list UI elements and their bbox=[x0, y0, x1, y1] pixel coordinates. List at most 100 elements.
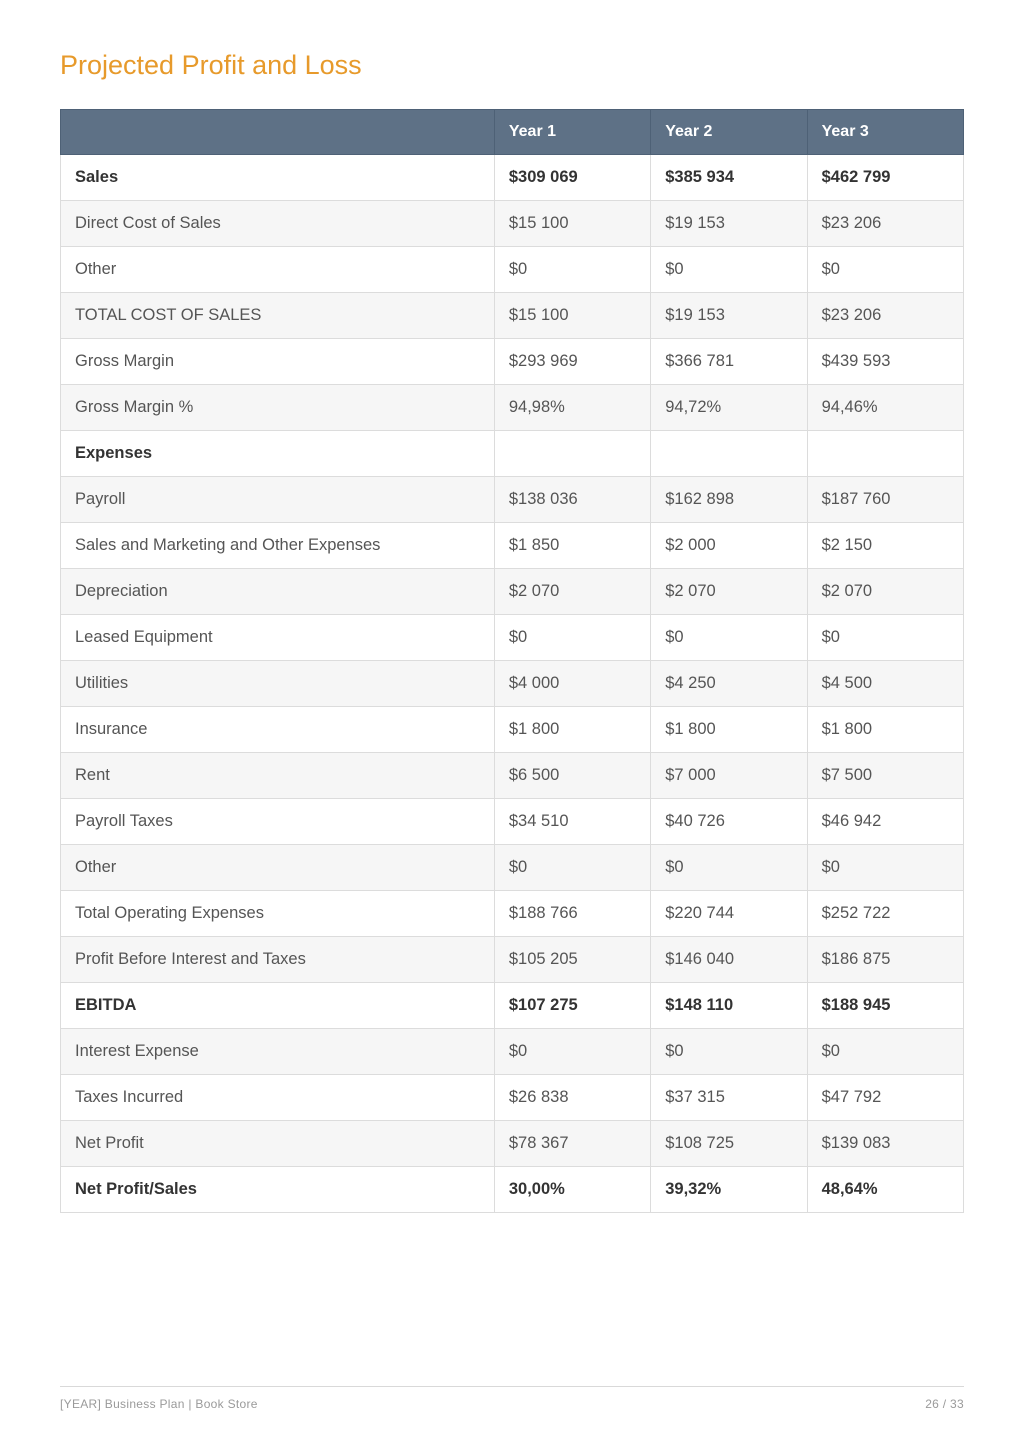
row-label: Taxes Incurred bbox=[61, 1075, 495, 1121]
row-label: Gross Margin % bbox=[61, 385, 495, 431]
table-head: Year 1 Year 2 Year 3 bbox=[61, 110, 964, 155]
row-value: $2 150 bbox=[807, 523, 963, 569]
row-value: $0 bbox=[807, 1029, 963, 1075]
row-value: $252 722 bbox=[807, 891, 963, 937]
row-label: Depreciation bbox=[61, 569, 495, 615]
col-header-year1: Year 1 bbox=[494, 110, 650, 155]
row-value: 48,64% bbox=[807, 1167, 963, 1213]
row-value bbox=[494, 431, 650, 477]
row-label: Other bbox=[61, 845, 495, 891]
row-value: $293 969 bbox=[494, 339, 650, 385]
row-value: $146 040 bbox=[651, 937, 807, 983]
row-value: $2 070 bbox=[807, 569, 963, 615]
row-value: 94,98% bbox=[494, 385, 650, 431]
row-value: $1 850 bbox=[494, 523, 650, 569]
row-label: Sales bbox=[61, 155, 495, 201]
row-label: Total Operating Expenses bbox=[61, 891, 495, 937]
row-value: $187 760 bbox=[807, 477, 963, 523]
row-value: $1 800 bbox=[651, 707, 807, 753]
row-value: $439 593 bbox=[807, 339, 963, 385]
row-value bbox=[651, 431, 807, 477]
row-value: $2 070 bbox=[651, 569, 807, 615]
row-value: $46 942 bbox=[807, 799, 963, 845]
row-value: $139 083 bbox=[807, 1121, 963, 1167]
table-row: Leased Equipment$0$0$0 bbox=[61, 615, 964, 661]
row-value: $6 500 bbox=[494, 753, 650, 799]
row-label: Expenses bbox=[61, 431, 495, 477]
page: Projected Profit and Loss Year 1 Year 2 … bbox=[0, 0, 1024, 1449]
table-row: TOTAL COST OF SALES$15 100$19 153$23 206 bbox=[61, 293, 964, 339]
row-value: $23 206 bbox=[807, 293, 963, 339]
row-label: Rent bbox=[61, 753, 495, 799]
table-row: Total Operating Expenses$188 766$220 744… bbox=[61, 891, 964, 937]
row-value: $40 726 bbox=[651, 799, 807, 845]
row-value: 39,32% bbox=[651, 1167, 807, 1213]
row-value: 94,46% bbox=[807, 385, 963, 431]
row-value: $0 bbox=[807, 845, 963, 891]
col-header-empty bbox=[61, 110, 495, 155]
row-value: 30,00% bbox=[494, 1167, 650, 1213]
row-value: 94,72% bbox=[651, 385, 807, 431]
row-value: $4 000 bbox=[494, 661, 650, 707]
row-value: $105 205 bbox=[494, 937, 650, 983]
row-label: Leased Equipment bbox=[61, 615, 495, 661]
row-value: $34 510 bbox=[494, 799, 650, 845]
row-value: $108 725 bbox=[651, 1121, 807, 1167]
table-row: Utilities$4 000$4 250$4 500 bbox=[61, 661, 964, 707]
row-value: $19 153 bbox=[651, 293, 807, 339]
table-row: Expenses bbox=[61, 431, 964, 477]
row-value: $4 500 bbox=[807, 661, 963, 707]
row-label: Insurance bbox=[61, 707, 495, 753]
row-value: $309 069 bbox=[494, 155, 650, 201]
row-value: $23 206 bbox=[807, 201, 963, 247]
row-value: $26 838 bbox=[494, 1075, 650, 1121]
row-value: $15 100 bbox=[494, 201, 650, 247]
row-value: $0 bbox=[651, 1029, 807, 1075]
row-value: $1 800 bbox=[807, 707, 963, 753]
row-value: $0 bbox=[651, 247, 807, 293]
row-label: Payroll Taxes bbox=[61, 799, 495, 845]
row-label: Interest Expense bbox=[61, 1029, 495, 1075]
row-value: $186 875 bbox=[807, 937, 963, 983]
table-row: Insurance$1 800$1 800$1 800 bbox=[61, 707, 964, 753]
row-label: TOTAL COST OF SALES bbox=[61, 293, 495, 339]
profit-loss-table: Year 1 Year 2 Year 3 Sales$309 069$385 9… bbox=[60, 109, 964, 1213]
row-value: $15 100 bbox=[494, 293, 650, 339]
row-value: $78 367 bbox=[494, 1121, 650, 1167]
row-value: $462 799 bbox=[807, 155, 963, 201]
row-value: $4 250 bbox=[651, 661, 807, 707]
row-value: $0 bbox=[807, 615, 963, 661]
table-row: Payroll Taxes$34 510$40 726$46 942 bbox=[61, 799, 964, 845]
row-label: Direct Cost of Sales bbox=[61, 201, 495, 247]
table-row: Rent$6 500$7 000$7 500 bbox=[61, 753, 964, 799]
row-label: Other bbox=[61, 247, 495, 293]
footer-left: [YEAR] Business Plan | Book Store bbox=[60, 1397, 258, 1411]
col-header-year2: Year 2 bbox=[651, 110, 807, 155]
table-row: Depreciation$2 070$2 070$2 070 bbox=[61, 569, 964, 615]
row-label: Payroll bbox=[61, 477, 495, 523]
row-value: $162 898 bbox=[651, 477, 807, 523]
row-label: Net Profit bbox=[61, 1121, 495, 1167]
row-value: $7 000 bbox=[651, 753, 807, 799]
table-row: Net Profit/Sales30,00%39,32%48,64% bbox=[61, 1167, 964, 1213]
row-value: $0 bbox=[494, 615, 650, 661]
row-value: $1 800 bbox=[494, 707, 650, 753]
row-value: $188 766 bbox=[494, 891, 650, 937]
row-value: $138 036 bbox=[494, 477, 650, 523]
row-value: $0 bbox=[651, 845, 807, 891]
table-row: Sales$309 069$385 934$462 799 bbox=[61, 155, 964, 201]
table-row: Other$0$0$0 bbox=[61, 247, 964, 293]
page-footer: [YEAR] Business Plan | Book Store 26 / 3… bbox=[60, 1386, 964, 1411]
row-value: $220 744 bbox=[651, 891, 807, 937]
row-value: $37 315 bbox=[651, 1075, 807, 1121]
row-value: $2 000 bbox=[651, 523, 807, 569]
row-value: $0 bbox=[807, 247, 963, 293]
table-row: Sales and Marketing and Other Expenses$1… bbox=[61, 523, 964, 569]
row-value: $148 110 bbox=[651, 983, 807, 1029]
row-label: EBITDA bbox=[61, 983, 495, 1029]
table-row: Other$0$0$0 bbox=[61, 845, 964, 891]
row-value: $19 153 bbox=[651, 201, 807, 247]
row-value: $2 070 bbox=[494, 569, 650, 615]
row-value: $47 792 bbox=[807, 1075, 963, 1121]
row-value: $0 bbox=[494, 1029, 650, 1075]
